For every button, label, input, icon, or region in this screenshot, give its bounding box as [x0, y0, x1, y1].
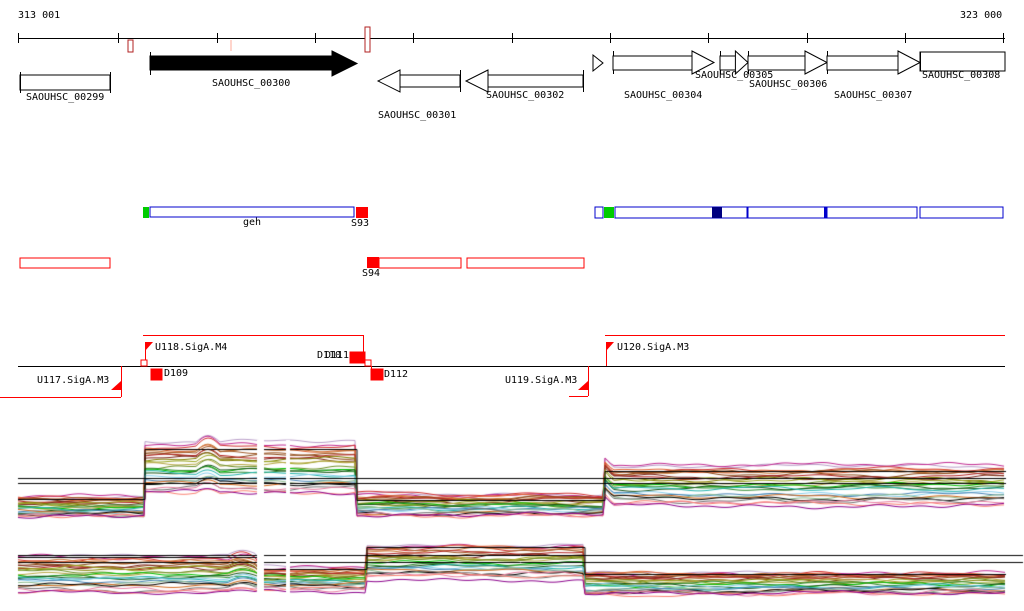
terminator-label: D112	[384, 369, 409, 380]
terminator-label: D111	[325, 350, 350, 361]
terminator-label: D109	[164, 368, 189, 379]
ruler-end-coordinate: 323 000	[960, 10, 1003, 21]
feature-label: S94	[362, 268, 381, 279]
tss-label: U118.SigA.M4	[155, 342, 228, 353]
gene-label: SAOUHSC_00302	[486, 90, 565, 101]
feature-label: S93	[351, 218, 370, 229]
gene-label: SAOUHSC_00308	[922, 70, 1001, 81]
gene-label: SAOUHSC_00301	[378, 110, 457, 121]
tss-label: U119.SigA.M3	[505, 375, 578, 386]
ruler-start-coordinate: 313 001	[18, 10, 61, 21]
tss-label: U117.SigA.M3	[37, 375, 110, 386]
gene-label: SAOUHSC_00299	[26, 92, 105, 103]
gene-label: SAOUHSC_00304	[624, 90, 703, 101]
gene-label: SAOUHSC_00305	[695, 70, 774, 81]
gene-label: SAOUHSC_00300	[212, 78, 291, 89]
terminator-label: D110	[317, 350, 342, 361]
gene-label: SAOUHSC_00306	[749, 79, 828, 90]
feature-label: geh	[243, 217, 262, 228]
gene-label: SAOUHSC_00307	[834, 90, 913, 101]
tss-label: U120.SigA.M3	[617, 342, 690, 353]
